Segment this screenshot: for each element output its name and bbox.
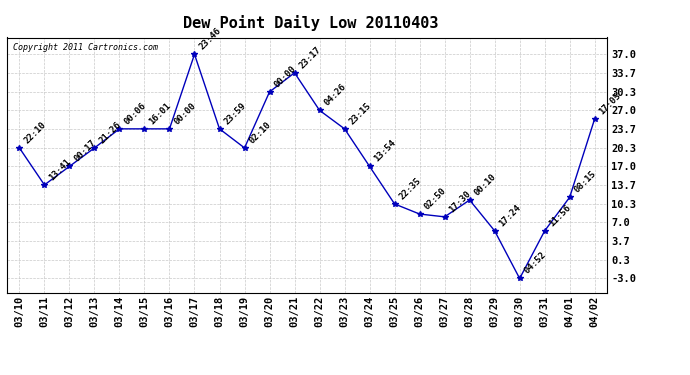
Text: 02:10: 02:10 (247, 120, 273, 145)
Text: 00:00: 00:00 (273, 64, 297, 89)
Text: Dew Point Daily Low 20110403: Dew Point Daily Low 20110403 (183, 15, 438, 31)
Text: 17:05: 17:05 (598, 91, 623, 116)
Text: 13:41: 13:41 (47, 157, 72, 182)
Text: 17:24: 17:24 (497, 203, 523, 228)
Text: 17:30: 17:30 (447, 189, 473, 214)
Text: 22:10: 22:10 (22, 120, 48, 145)
Text: 00:10: 00:10 (473, 172, 497, 197)
Text: 02:50: 02:50 (422, 186, 448, 211)
Text: 23:15: 23:15 (347, 101, 373, 126)
Text: 00:17: 00:17 (72, 138, 97, 164)
Text: 00:06: 00:06 (122, 101, 148, 126)
Text: 00:00: 00:00 (172, 101, 197, 126)
Text: 22:35: 22:35 (397, 176, 423, 201)
Text: 23:46: 23:46 (197, 26, 223, 51)
Text: 04:26: 04:26 (322, 82, 348, 108)
Text: 16:01: 16:01 (147, 101, 172, 126)
Text: 23:17: 23:17 (297, 45, 323, 70)
Text: 13:54: 13:54 (373, 138, 397, 164)
Text: Copyright 2011 Cartronics.com: Copyright 2011 Cartronics.com (13, 43, 158, 52)
Text: 21:26: 21:26 (97, 120, 123, 145)
Text: 11:56: 11:56 (547, 203, 573, 228)
Text: 04:52: 04:52 (522, 251, 548, 276)
Text: 23:59: 23:59 (222, 101, 248, 126)
Text: 08:15: 08:15 (573, 169, 598, 195)
